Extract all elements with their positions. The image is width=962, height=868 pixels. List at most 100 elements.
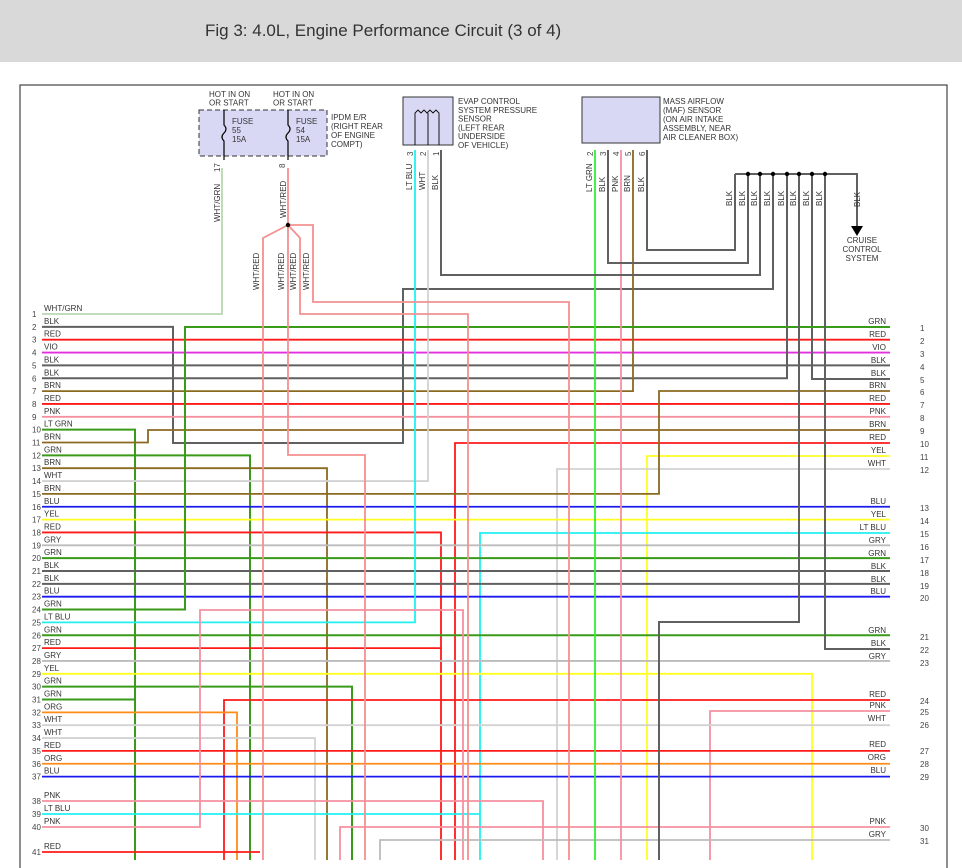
left-pin-number: 40 (32, 823, 41, 832)
left-pin-number: 35 (32, 747, 41, 756)
right-wire-color-label: GRN (868, 549, 886, 558)
wire-blk (42, 174, 774, 444)
wire-label: BLK (637, 176, 646, 192)
left-wire-color-label: BLK (44, 574, 60, 583)
left-wire-color-label: GRN (44, 600, 62, 609)
wire-label: WHT/RED (252, 252, 261, 290)
ipdm-label: OF ENGINE (331, 131, 375, 140)
wire-whtred (287, 224, 469, 860)
pin-number: 5 (624, 151, 633, 156)
right-pin-number: 12 (920, 466, 929, 475)
splice-dot (796, 171, 802, 177)
evap-sensor-label: SENSOR (458, 115, 492, 124)
maf-sensor-label: ASSEMBLY, NEAR (663, 124, 731, 133)
right-pin-number: 11 (920, 453, 929, 462)
left-pin-number: 10 (32, 426, 41, 435)
left-wire-color-label: YEL (44, 664, 60, 673)
evap-sensor-label: SYSTEM PRESSURE (458, 106, 537, 115)
right-wire-color-label: WHT (868, 714, 886, 723)
pin-number: 6 (638, 151, 647, 156)
left-pin-number: 12 (32, 451, 41, 460)
right-pin-number: 24 (920, 697, 929, 706)
left-pin-number: 29 (32, 670, 41, 679)
wire-red (223, 699, 890, 860)
right-wire-color-label: PNK (870, 407, 887, 416)
splice-dot (822, 171, 828, 177)
left-wire-color-label: GRN (44, 690, 62, 699)
left-wire-color-label: BLK (44, 368, 60, 377)
left-pin-number: 30 (32, 683, 41, 692)
wire-label: BLK (789, 190, 798, 206)
wire-brn (42, 390, 890, 495)
left-pin-number: 28 (32, 657, 41, 666)
wire-label: WHT (418, 172, 427, 190)
right-pin-number: 14 (920, 517, 929, 526)
fuse-55-label: FUSE (232, 117, 253, 126)
resistor-icon (414, 109, 440, 145)
wire-whtred (262, 224, 289, 860)
hot-in-on-start-label: OR START (209, 99, 249, 108)
left-pin-number: 36 (32, 760, 41, 769)
wire-whtred (287, 225, 366, 860)
right-pin-number: 6 (920, 388, 925, 397)
hot-in-on-start-label: OR START (273, 99, 313, 108)
cruise-control-label: SYSTEM (846, 254, 879, 263)
right-pin-number: 18 (920, 569, 929, 578)
left-pin-number: 18 (32, 528, 41, 537)
pin-number: 1 (432, 151, 441, 156)
wire-label: BLK (802, 190, 811, 206)
wire-label: BLK (598, 176, 607, 192)
wire-label: BLK (763, 190, 772, 206)
left-wire-color-label: GRN (44, 445, 62, 454)
left-pin-number: 15 (32, 490, 41, 499)
right-wire-color-label: RED (869, 394, 886, 403)
pin-number: 3 (406, 151, 415, 156)
wire-grn (42, 685, 353, 860)
left-wire-color-label: RED (44, 394, 61, 403)
left-wire-color-label: ORG (44, 702, 62, 711)
wire-whtred (288, 224, 570, 860)
right-pin-number: 30 (920, 824, 929, 833)
left-wire-color-label: WHT/GRN (44, 304, 82, 313)
splice-dot (784, 171, 790, 177)
right-wire-color-label: BLK (871, 639, 887, 648)
ipdm-label: (RIGHT REAR (331, 122, 383, 131)
left-wire-color-label: VIO (44, 343, 58, 352)
right-wire-color-label: RED (869, 690, 886, 699)
left-wire-color-label: RED (44, 842, 61, 851)
wire-wht (42, 150, 429, 482)
left-pin-number: 31 (32, 696, 41, 705)
left-wire-color-label: PNK (44, 407, 61, 416)
right-pin-number: 20 (920, 594, 929, 603)
fuse-icon (221, 110, 227, 160)
wire-pnk (42, 609, 464, 860)
left-wire-color-label: RED (44, 741, 61, 750)
right-pin-number: 15 (920, 530, 929, 539)
left-pin-number: 7 (32, 387, 37, 396)
wire-label: LT GRN (585, 163, 594, 192)
wire-org (42, 711, 238, 860)
left-wire-color-label: RED (44, 330, 61, 339)
left-wire-color-label: BLK (44, 561, 60, 570)
splice-dot (285, 222, 291, 228)
wire-red (454, 442, 890, 860)
left-wire-color-label: BRN (44, 381, 61, 390)
right-wire-color-label: BRN (869, 381, 886, 390)
right-wire-color-label: GRY (869, 536, 887, 545)
wire-blk (824, 174, 890, 650)
left-wire-color-label: BLU (44, 497, 60, 506)
right-wire-color-label: YEL (871, 446, 887, 455)
fuse-55-label: 15A (232, 135, 247, 144)
right-pin-number: 9 (920, 427, 925, 436)
maf-sensor-label: AIR CLEANER BOX) (663, 133, 738, 142)
right-pin-number: 3 (920, 350, 925, 359)
wire-label: WHT/RED (289, 252, 298, 290)
right-pin-number: 27 (920, 747, 929, 756)
wire-blk (440, 150, 761, 276)
fuse-54-label: 54 (296, 126, 305, 135)
wire-brn (42, 467, 328, 860)
wire-yel (646, 455, 890, 860)
left-pin-number: 8 (32, 400, 37, 409)
wire-label: BLK (853, 191, 862, 207)
wire-ltblu (479, 532, 890, 860)
